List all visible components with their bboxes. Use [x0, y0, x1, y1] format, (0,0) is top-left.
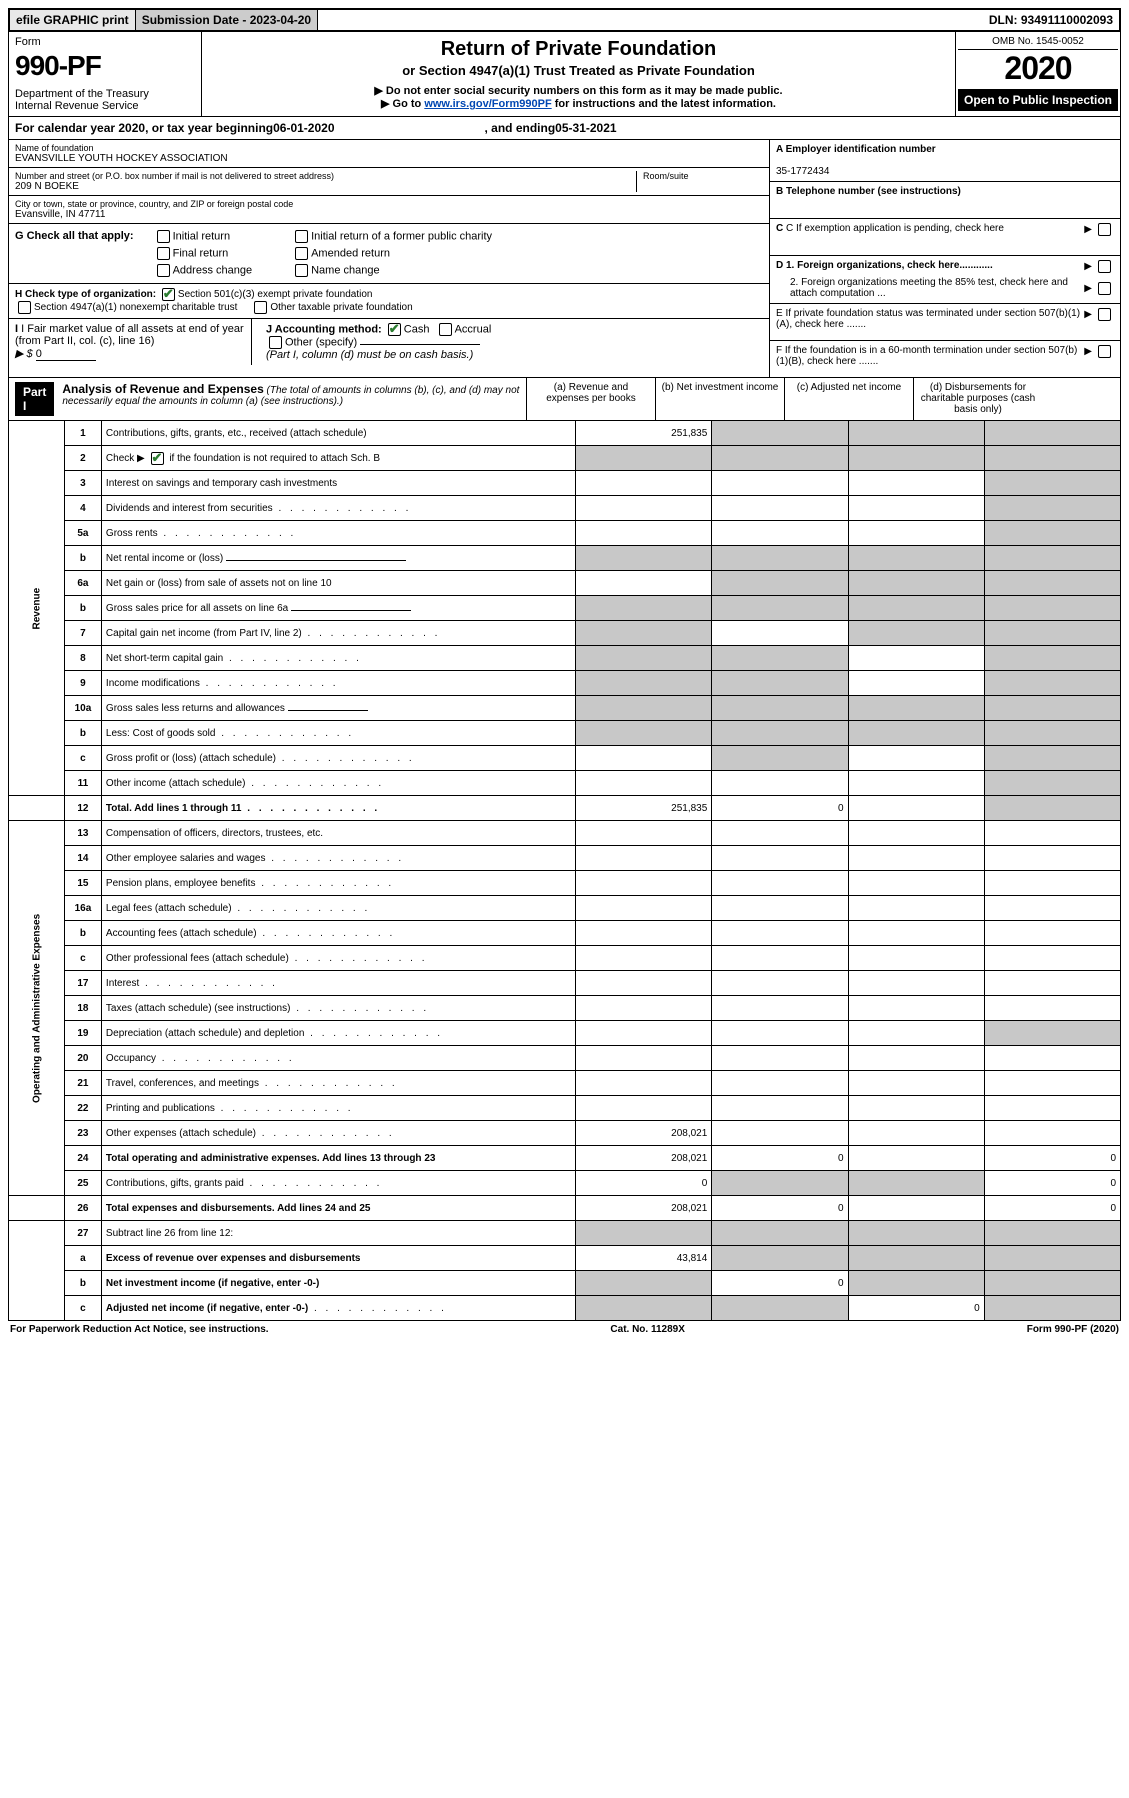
d2-label: 2. Foreign organizations meeting the 85%… [790, 277, 1068, 299]
line-27a-a: 43,814 [576, 1246, 712, 1271]
fmv-value: 0 [36, 348, 96, 361]
irs-link[interactable]: www.irs.gov/Form990PF [424, 98, 551, 110]
col-b-header: (b) Net investment income [656, 378, 785, 420]
checkbox-foreign-org[interactable] [1098, 260, 1111, 273]
submission-date: Submission Date - 2023-04-20 [136, 10, 318, 30]
part1-label: Part I [15, 382, 54, 416]
line-27c-c: 0 [848, 1296, 984, 1321]
dln: DLN: 93491110002093 [983, 10, 1119, 30]
checkbox-other-taxable[interactable] [254, 301, 267, 314]
footer-left: For Paperwork Reduction Act Notice, see … [10, 1324, 269, 1335]
f-label: F If the foundation is in a 60-month ter… [776, 345, 1077, 367]
checkbox-name-change[interactable] [295, 264, 308, 277]
form-title: Return of Private Foundation [212, 38, 945, 61]
checkbox-other-method[interactable] [269, 336, 282, 349]
col-a-header: (a) Revenue and expenses per books [527, 378, 656, 420]
ein-value: 35-1772434 [776, 166, 829, 177]
foundation-name: EVANSVILLE YOUTH HOCKEY ASSOCIATION [15, 153, 763, 164]
section-g: G Check all that apply: Initial return F… [9, 224, 769, 284]
col-c-header: (c) Adjusted net income [785, 378, 914, 420]
entity-info: Name of foundation EVANSVILLE YOUTH HOCK… [8, 140, 1121, 378]
calendar-year-row: For calendar year 2020, or tax year begi… [8, 117, 1121, 140]
line-24-d: 0 [984, 1146, 1120, 1171]
checkbox-terminated[interactable] [1098, 308, 1111, 321]
part1-table: Revenue 1 Contributions, gifts, grants, … [8, 421, 1121, 1321]
form-label: Form [15, 36, 195, 48]
checkbox-final-return[interactable] [157, 247, 170, 260]
checkbox-60month[interactable] [1098, 345, 1111, 358]
c-label: C If exemption application is pending, c… [786, 223, 1004, 234]
line-26-a: 208,021 [576, 1196, 712, 1221]
line-24-a: 208,021 [576, 1146, 712, 1171]
j-note: (Part I, column (d) must be on cash basi… [266, 349, 473, 361]
line-25-d: 0 [984, 1171, 1120, 1196]
form-number: 990-PF [15, 50, 195, 82]
city-state-zip: Evansville, IN 47711 [15, 209, 763, 220]
tax-year-end: 05-31-2021 [555, 121, 616, 135]
line-1-desc: Contributions, gifts, grants, etc., rece… [101, 421, 575, 446]
checkbox-address-change[interactable] [157, 264, 170, 277]
city-label: City or town, state or province, country… [15, 199, 763, 209]
line-12-b: 0 [712, 796, 848, 821]
checkbox-501c3[interactable] [162, 288, 175, 301]
checkbox-amended[interactable] [295, 247, 308, 260]
ein-label: A Employer identification number [776, 144, 936, 155]
col-d-header: (d) Disbursements for charitable purpose… [914, 378, 1042, 420]
line-24-b: 0 [712, 1146, 848, 1171]
line-23-a: 208,021 [576, 1121, 712, 1146]
efile-label: efile GRAPHIC print [10, 10, 136, 30]
tax-year: 2020 [958, 50, 1118, 87]
line-26-d: 0 [984, 1196, 1120, 1221]
g-label: G Check all that apply: [15, 230, 134, 277]
street-label: Number and street (or P.O. box number if… [15, 171, 630, 181]
form-header: Form 990-PF Department of the Treasury I… [8, 32, 1121, 117]
top-bar: efile GRAPHIC print Submission Date - 20… [8, 8, 1121, 32]
omb-number: OMB No. 1545-0052 [958, 34, 1118, 50]
checkbox-4947[interactable] [18, 301, 31, 314]
line-1-a: 251,835 [576, 421, 712, 446]
tax-year-begin: 06-01-2020 [273, 121, 334, 135]
dept-line1: Department of the Treasury [15, 88, 195, 100]
expenses-side-label: Operating and Administrative Expenses [9, 821, 65, 1196]
instruction-2: ▶ Go to www.irs.gov/Form990PF for instru… [212, 97, 945, 110]
d1-label: D 1. Foreign organizations, check here..… [776, 260, 993, 271]
line-26-b: 0 [712, 1196, 848, 1221]
checkbox-cash[interactable] [388, 323, 401, 336]
checkbox-initial-return[interactable] [157, 230, 170, 243]
checkbox-85pct[interactable] [1098, 282, 1111, 295]
section-h: H Check type of organization: Section 50… [9, 284, 769, 319]
i-label: I Fair market value of all assets at end… [15, 323, 244, 347]
checkbox-sch-b[interactable] [151, 452, 164, 465]
street-address: 209 N BOEKE [15, 181, 630, 192]
checkbox-initial-former[interactable] [295, 230, 308, 243]
room-label: Room/suite [643, 171, 763, 181]
open-public-badge: Open to Public Inspection [958, 89, 1118, 111]
footer-right: Form 990-PF (2020) [1027, 1324, 1119, 1335]
revenue-side-label: Revenue [9, 421, 65, 796]
page-footer: For Paperwork Reduction Act Notice, see … [8, 1321, 1121, 1335]
instruction-1: ▶ Do not enter social security numbers o… [212, 84, 945, 97]
phone-label: B Telephone number (see instructions) [776, 186, 961, 197]
name-label: Name of foundation [15, 143, 763, 153]
checkbox-accrual[interactable] [439, 323, 452, 336]
part1-header-row: Part I Analysis of Revenue and Expenses … [8, 378, 1121, 421]
line-25-a: 0 [576, 1171, 712, 1196]
e-label: E If private foundation status was termi… [776, 308, 1080, 330]
footer-center: Cat. No. 11289X [610, 1324, 684, 1335]
part1-title: Analysis of Revenue and Expenses [62, 382, 263, 396]
line-12-a: 251,835 [576, 796, 712, 821]
dept-line2: Internal Revenue Service [15, 100, 195, 112]
line-27b-b: 0 [712, 1271, 848, 1296]
form-subtitle: or Section 4947(a)(1) Trust Treated as P… [212, 63, 945, 78]
checkbox-exemption-pending[interactable] [1098, 223, 1111, 236]
